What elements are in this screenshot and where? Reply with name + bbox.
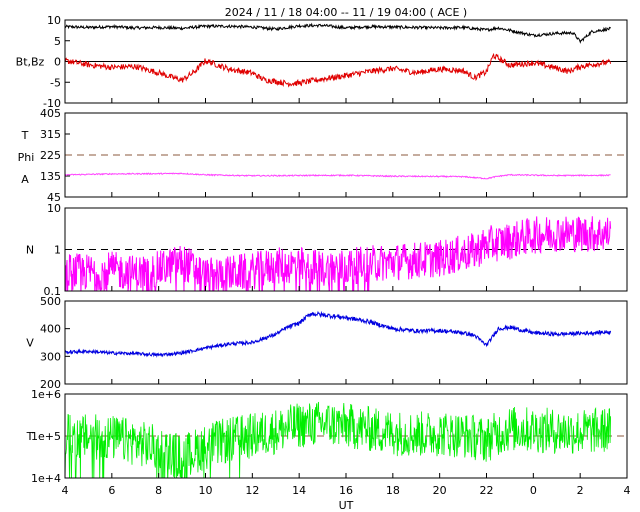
- series-line-density: [65, 216, 612, 291]
- y-axis-label: V: [26, 337, 34, 350]
- series-line-bt: [65, 22, 611, 44]
- y-tick-label: 45: [47, 191, 61, 204]
- y-tick-label: 1e+5: [31, 430, 61, 443]
- x-tick-label: 22: [480, 484, 494, 497]
- panel-frame: [64, 300, 628, 385]
- y-axis-label: Phi: [18, 151, 35, 164]
- y-tick-label: 5: [54, 35, 61, 48]
- series-line-bz: [65, 52, 612, 88]
- x-tick-label: 10: [199, 484, 213, 497]
- panel-2: 405 315 225 135 45 T Phi A: [18, 107, 628, 204]
- x-tick-label: 2: [577, 484, 584, 497]
- x-tick-label: 12: [245, 484, 259, 497]
- x-tick-label: 14: [292, 484, 306, 497]
- panels: 10 5 0 -5 -10 Bt,Bz 405 315 225 135 45 T Phi A 10 1 0.1 N…: [16, 14, 628, 485]
- chart-title: 2024 / 11 / 18 04:00 -- 11 / 19 04:00 ( …: [225, 6, 467, 19]
- y-tick-label: 0: [54, 56, 61, 69]
- y-axis-label: T: [26, 430, 34, 443]
- y-tick-label: 10: [47, 14, 61, 27]
- x-tick-label: 20: [433, 484, 447, 497]
- y-tick-label: 1e+6: [31, 388, 61, 401]
- y-tick-label: 135: [40, 170, 61, 183]
- panel-3: 10 1 0.1 N: [26, 202, 628, 298]
- y-tick-label: 315: [40, 128, 61, 141]
- panel-4: 500 400 300 200 V: [26, 295, 628, 391]
- x-tick-label: 18: [386, 484, 400, 497]
- y-tick-label: 300: [40, 350, 61, 363]
- x-axis: 4 6 8 10 12 14 16 18 20 22 0 2 4: [62, 484, 631, 497]
- x-tick-label: 4: [624, 484, 631, 497]
- y-tick-label: 1: [54, 244, 61, 257]
- x-tick-label: 16: [339, 484, 353, 497]
- y-tick-label: -10: [43, 97, 61, 110]
- y-axis-label: A: [21, 173, 29, 186]
- x-tick-label: 4: [62, 484, 69, 497]
- series-line-phi: [65, 172, 611, 180]
- y-tick-label: 200: [40, 378, 61, 391]
- x-tick-label: 6: [108, 484, 115, 497]
- y-tick-label: 405: [40, 107, 61, 120]
- y-tick-label: 400: [40, 323, 61, 336]
- y-tick-label: 0.1: [44, 285, 62, 298]
- y-axis-label: Bt,Bz: [16, 56, 45, 69]
- panel-5: 1e+6 1e+5 1e+4 T: [26, 388, 628, 485]
- y-tick-label: 225: [40, 149, 61, 162]
- y-tick-label: -5: [50, 76, 61, 89]
- y-axis-label: T: [21, 129, 29, 142]
- x-tick-label: 0: [530, 484, 537, 497]
- x-axis-label: UT: [339, 499, 354, 512]
- series-line-temperature: [65, 401, 611, 478]
- series-line-speed: [65, 310, 612, 358]
- y-tick-label: 10: [47, 202, 61, 215]
- y-tick-label: 500: [40, 295, 61, 308]
- y-axis-label: N: [26, 244, 34, 257]
- y-tick-label: 1e+4: [31, 472, 61, 485]
- x-tick-label: 8: [155, 484, 162, 497]
- panel-1: 10 5 0 -5 -10 Bt,Bz: [16, 14, 628, 110]
